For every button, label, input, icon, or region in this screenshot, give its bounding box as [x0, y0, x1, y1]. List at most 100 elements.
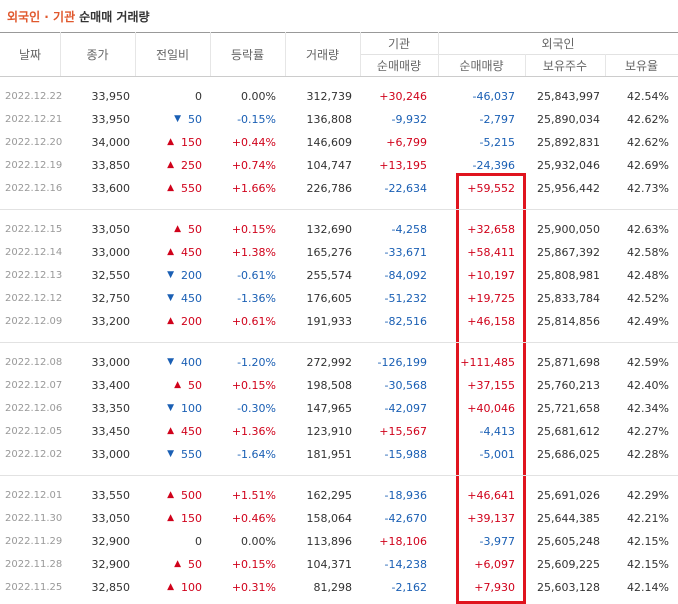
- value-cell: 25,900,050: [537, 223, 600, 236]
- value-cell: 176,605: [306, 292, 353, 305]
- column-header: 등락률: [230, 47, 265, 62]
- date-cell: 2022.11.25: [5, 582, 63, 593]
- change-arrow: ▼: [167, 357, 174, 367]
- value-cell: +1.66%: [231, 182, 276, 195]
- column-header: 종가: [86, 47, 109, 62]
- value-cell: 113,896: [306, 535, 353, 548]
- change-arrow: ▲: [167, 316, 174, 326]
- value-cell: 42.40%: [627, 379, 669, 392]
- value-cell: 42.52%: [627, 292, 669, 305]
- header-border: [0, 76, 678, 77]
- change-value: 450: [181, 425, 202, 438]
- value-cell: +39,137: [467, 512, 515, 525]
- value-cell: +0.31%: [231, 581, 276, 594]
- value-cell: 162,295: [306, 489, 353, 502]
- header-split: [360, 54, 678, 55]
- header-divider: [210, 32, 211, 76]
- value-cell: -3,977: [479, 535, 515, 548]
- value-cell: -33,671: [384, 246, 427, 259]
- change-value: 400: [181, 356, 202, 369]
- column-header: 날짜: [18, 47, 42, 62]
- value-cell: 132,690: [306, 223, 353, 236]
- date-cell: 2022.12.08: [5, 357, 63, 368]
- change-value: 500: [181, 489, 202, 502]
- header-divider: [285, 32, 286, 76]
- change-cell: ▲ 250: [167, 154, 202, 177]
- column-header: 순매매량: [459, 58, 504, 73]
- value-cell: -4,413: [479, 425, 515, 438]
- change-arrow: ▲: [167, 137, 174, 147]
- change-arrow: ▲: [174, 559, 181, 569]
- change-arrow: ▼: [167, 403, 174, 413]
- value-cell: -42,097: [384, 402, 427, 415]
- value-cell: +46,158: [467, 315, 515, 328]
- value-cell: 25,808,981: [537, 269, 600, 282]
- value-cell: 25,871,698: [537, 356, 600, 369]
- column-header: 보유주수: [542, 58, 588, 73]
- value-cell: -0.61%: [237, 269, 276, 282]
- column-header: 전일비: [155, 47, 190, 62]
- value-cell: 198,508: [306, 379, 353, 392]
- header-divider: [60, 32, 61, 76]
- value-cell: 33,050: [91, 223, 131, 236]
- change-cell: ▼ 100: [167, 397, 202, 420]
- change-value: 550: [181, 448, 202, 461]
- change-arrow: ▼: [167, 270, 174, 280]
- value-cell: 42.59%: [627, 356, 669, 369]
- value-cell: 147,965: [306, 402, 353, 415]
- change-cell: ▼ 450: [167, 287, 202, 310]
- value-cell: -1.64%: [237, 448, 276, 461]
- column-header: 순매매량: [376, 58, 422, 73]
- value-cell: 32,550: [91, 269, 131, 282]
- date-cell: 2022.12.01: [5, 490, 63, 501]
- value-cell: 25,843,997: [537, 90, 600, 103]
- value-cell: 33,600: [91, 182, 131, 195]
- change-arrow: ▲: [174, 380, 181, 390]
- date-cell: 2022.12.19: [5, 160, 63, 171]
- value-cell: +0.15%: [231, 379, 276, 392]
- date-cell: 2022.12.16: [5, 183, 63, 194]
- change-value: 100: [181, 402, 202, 415]
- value-cell: 33,000: [91, 356, 131, 369]
- value-cell: 25,867,392: [537, 246, 600, 259]
- value-cell: 42.73%: [627, 182, 669, 195]
- value-cell: +40,046: [467, 402, 515, 415]
- date-cell: 2022.12.02: [5, 449, 63, 460]
- value-cell: -24,396: [472, 159, 515, 172]
- value-cell: +7,930: [474, 581, 515, 594]
- value-cell: 42.48%: [627, 269, 669, 282]
- value-cell: 33,550: [91, 489, 131, 502]
- value-cell: +15,567: [379, 425, 427, 438]
- value-cell: 25,833,784: [537, 292, 600, 305]
- value-cell: +32,658: [467, 223, 515, 236]
- change-arrow: ▲: [167, 582, 174, 592]
- value-cell: 42.15%: [627, 535, 669, 548]
- value-cell: +59,552: [467, 182, 515, 195]
- change-value: 50: [188, 558, 202, 571]
- header-divider: [135, 32, 136, 76]
- change-cell: ▲ 450: [167, 420, 202, 443]
- value-cell: -4,258: [391, 223, 427, 236]
- change-value: 150: [181, 512, 202, 525]
- value-cell: 42.29%: [627, 489, 669, 502]
- value-cell: -5,215: [479, 136, 515, 149]
- value-cell: 42.63%: [627, 223, 669, 236]
- change-cell: 0: [195, 85, 202, 108]
- value-cell: -15,988: [384, 448, 427, 461]
- value-cell: 146,609: [306, 136, 353, 149]
- value-cell: 33,950: [91, 113, 131, 126]
- value-cell: 25,681,612: [537, 425, 600, 438]
- value-cell: 42.54%: [627, 90, 669, 103]
- value-cell: 25,956,442: [537, 182, 600, 195]
- value-cell: 0.00%: [241, 90, 276, 103]
- group-header: 외국인: [541, 36, 575, 51]
- date-cell: 2022.11.29: [5, 536, 63, 547]
- change-value: 50: [188, 379, 202, 392]
- change-cell: ▲ 150: [167, 507, 202, 530]
- value-cell: -51,232: [384, 292, 427, 305]
- value-cell: -5,001: [479, 448, 515, 461]
- value-cell: 226,786: [306, 182, 353, 195]
- date-cell: 2022.11.30: [5, 513, 63, 524]
- value-cell: -22,634: [384, 182, 427, 195]
